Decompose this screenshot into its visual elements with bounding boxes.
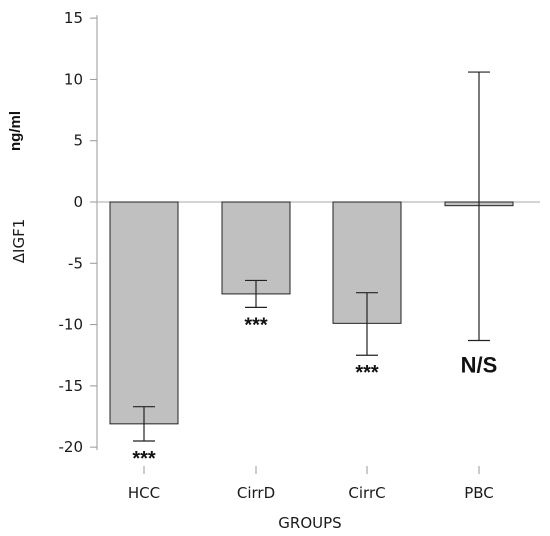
significance-label-cirrc: ***: [355, 362, 379, 384]
significance-labels: *** *** *** N/S: [132, 314, 497, 470]
y-tick-label: 10: [64, 70, 83, 88]
x-axis-title: GROUPS: [278, 514, 341, 532]
error-bars: [133, 71, 490, 442]
significance-label-pbc: N/S: [461, 353, 498, 378]
significance-label-hcc: ***: [132, 448, 156, 470]
y-axis: 15 10 5 0 -5 -10 -15 -20: [59, 9, 98, 456]
error-bar-cirrd: [245, 279, 267, 309]
y-tick-label: 0: [73, 193, 83, 211]
x-tick-label-hcc: HCC: [128, 484, 160, 502]
y-tick-label: 5: [73, 132, 83, 150]
x-axis: HCC CirrD CirrC PBC: [128, 466, 494, 502]
y-axis-unit: ng/ml: [7, 111, 24, 151]
error-bar-pbc: [468, 71, 490, 342]
bar-cirrd: [221, 201, 291, 295]
bars: [109, 201, 514, 425]
error-bar-cirrc: [356, 292, 378, 356]
y-axis-title: ΔIGF1: [10, 219, 28, 263]
significance-label-cirrd: ***: [244, 314, 268, 336]
error-bar-hcc: [133, 406, 155, 442]
y-tick-label: -20: [59, 438, 84, 456]
y-tick-label: -10: [59, 316, 84, 334]
y-tick-label: 15: [64, 9, 83, 27]
x-tick-label-pbc: PBC: [464, 484, 494, 502]
y-tick-label: -5: [68, 254, 83, 272]
bar-hcc: [109, 201, 179, 425]
x-tick-label-cirrd: CirrD: [237, 484, 275, 502]
y-tick-label: -15: [59, 377, 84, 395]
x-tick-label-cirrc: CirrC: [348, 484, 385, 502]
